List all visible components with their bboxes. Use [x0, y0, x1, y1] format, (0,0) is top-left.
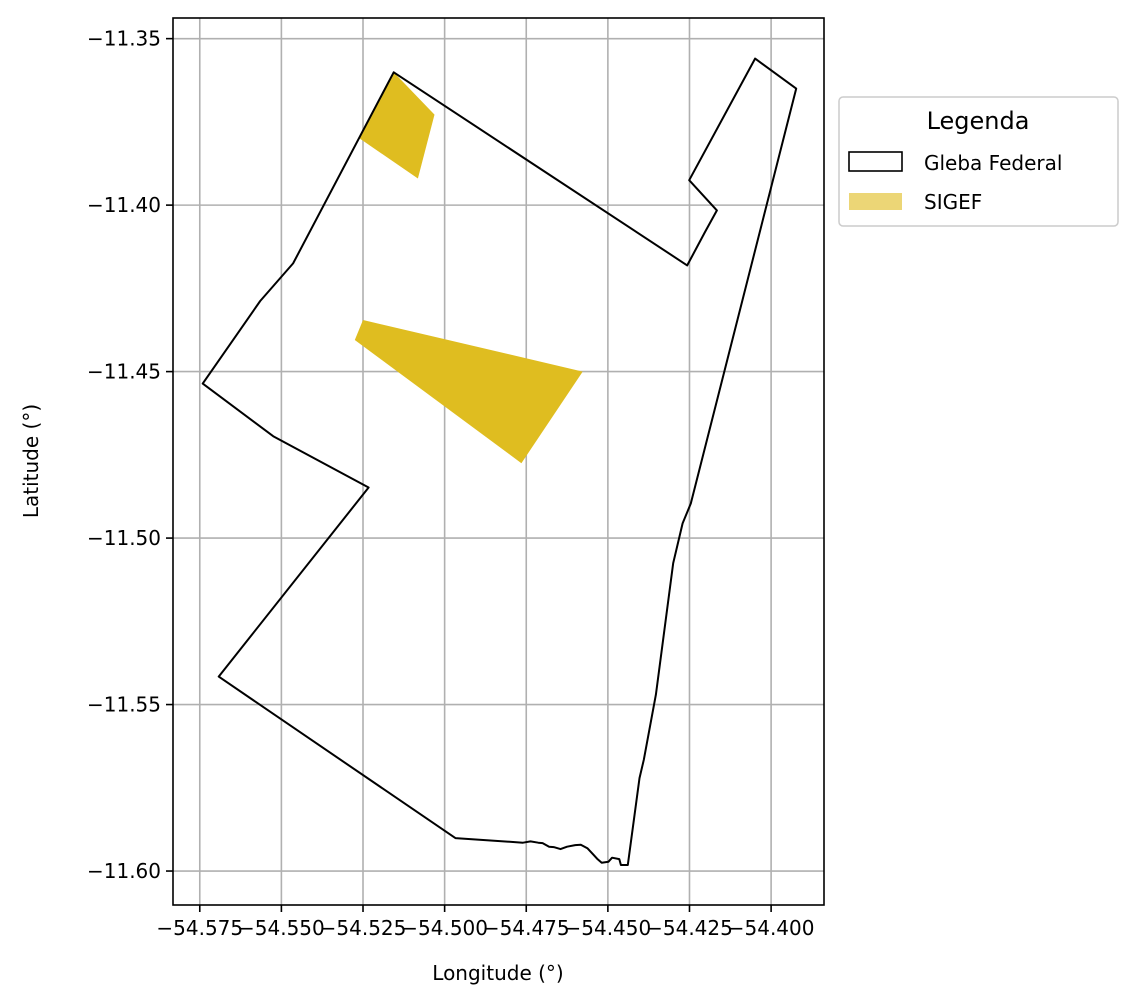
legend-title: Legenda — [927, 107, 1030, 135]
x-tick-label-2: −54.525 — [320, 916, 407, 940]
sigef-polygons — [354, 72, 583, 464]
legend-box — [838, 96, 1119, 227]
y-axis-ticks: −11.35 −11.40 −11.45 −11.50 −11.55 −11.60 — [87, 27, 173, 883]
x-axis-ticks: −54.575−54.550−54.525−54.500−54.475−54.4… — [156, 905, 814, 940]
x-tick-label-5: −54.450 — [564, 916, 651, 940]
sigef-polygon-1 — [354, 320, 583, 464]
y-tick-label-4: −11.55 — [87, 693, 161, 717]
x-tick-label-1: −54.550 — [238, 916, 325, 940]
legend-swatch-gleba-federal — [848, 151, 903, 172]
plot-frame — [172, 17, 825, 906]
gleba-federal-outline — [201, 57, 798, 866]
y-tick-label-3: −11.50 — [87, 526, 161, 550]
x-tick-label-3: −54.500 — [401, 916, 488, 940]
sigef-polygon-0 — [359, 72, 435, 179]
plot-background — [173, 18, 824, 905]
y-tick-label-1: −11.40 — [87, 193, 161, 217]
x-tick-label-0: −54.575 — [156, 916, 243, 940]
x-tick-label-6: −54.425 — [646, 916, 733, 940]
legend-swatch-sigef — [849, 193, 902, 210]
legend: Legenda Gleba Federal SIGEF — [838, 96, 1119, 227]
y-axis-label: Latitude (°) — [19, 404, 43, 518]
x-tick-label-4: −54.475 — [483, 916, 570, 940]
y-tick-label-2: −11.45 — [87, 360, 161, 384]
x-axis-label: Longitude (°) — [432, 961, 563, 985]
y-tick-label-5: −11.60 — [87, 859, 161, 883]
y-tick-label-0: −11.35 — [87, 27, 161, 51]
legend-label-sigef: SIGEF — [924, 190, 982, 214]
gleba-federal-polygon — [201, 57, 798, 866]
x-tick-label-7: −54.400 — [728, 916, 815, 940]
legend-label-gleba-federal: Gleba Federal — [924, 151, 1062, 175]
